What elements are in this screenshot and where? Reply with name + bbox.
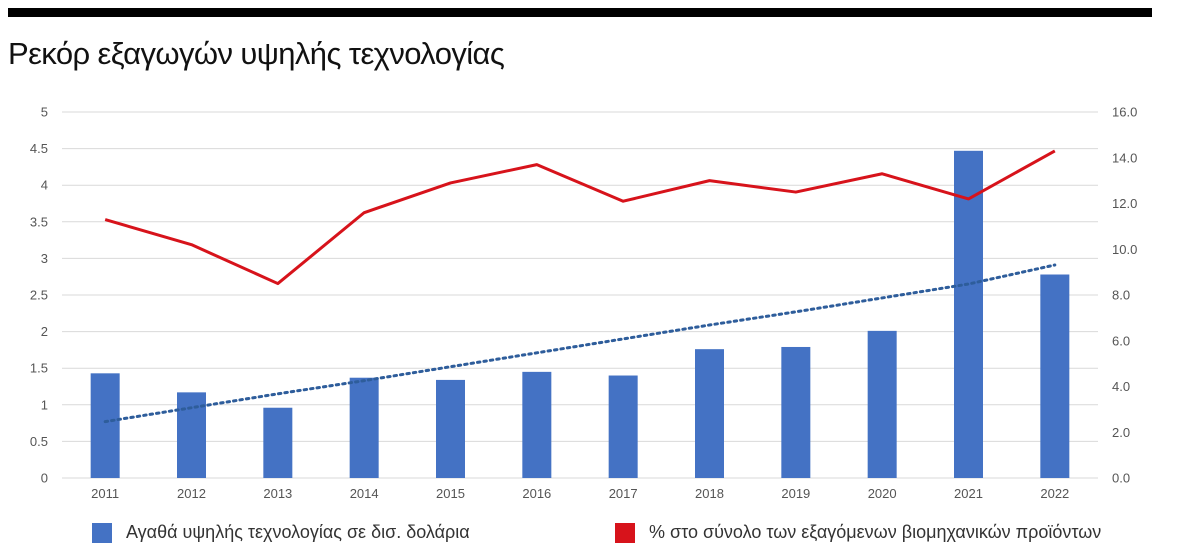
trendline-series bbox=[103, 263, 1057, 424]
y-right-tick-label: 16.0 bbox=[1112, 105, 1137, 120]
x-tick-label: 2012 bbox=[177, 486, 206, 501]
y-right-tick-label: 6.0 bbox=[1112, 333, 1130, 348]
y-left-tick-label: 0.5 bbox=[30, 434, 48, 449]
x-tick-label: 2020 bbox=[868, 486, 897, 501]
y-left-tick-label: 4.5 bbox=[30, 141, 48, 156]
y-left-tick-label: 2 bbox=[41, 324, 48, 339]
trendline bbox=[103, 263, 1057, 424]
y-left-tick-label: 5 bbox=[41, 105, 48, 120]
y-left-tick-label: 4 bbox=[41, 178, 48, 193]
y-right-tick-label: 12.0 bbox=[1112, 196, 1137, 211]
x-tick-label: 2017 bbox=[609, 486, 638, 501]
bar bbox=[867, 330, 897, 478]
bar bbox=[1040, 274, 1070, 478]
x-tick-label: 2016 bbox=[522, 486, 551, 501]
y-right-tick-label: 0.0 bbox=[1112, 471, 1130, 486]
x-tick-label: 2018 bbox=[695, 486, 724, 501]
x-tick-label: 2013 bbox=[263, 486, 292, 501]
top-rule bbox=[8, 8, 1152, 17]
bar bbox=[608, 375, 638, 478]
bar bbox=[781, 346, 811, 478]
x-tick-label: 2021 bbox=[954, 486, 983, 501]
bar bbox=[349, 377, 379, 478]
y-right-tick-label: 14.0 bbox=[1112, 150, 1137, 165]
legend-item-line: % στο σύνολο των εξαγόμενων βιομηχανικών… bbox=[615, 522, 1101, 543]
y-left-tick-label: 3 bbox=[41, 251, 48, 266]
legend-label-line: % στο σύνολο των εξαγόμενων βιομηχανικών… bbox=[649, 522, 1102, 542]
y-right-tick-label: 8.0 bbox=[1112, 288, 1130, 303]
legend-swatch-bars bbox=[92, 522, 112, 543]
chart-title: Ρεκόρ εξαγωγών υψηλής τεχνολογίας bbox=[8, 36, 505, 71]
series-line bbox=[104, 149, 1056, 286]
bar-series bbox=[90, 150, 1070, 478]
x-axis: 2011 2012 2013 2014 2015 2016 2017 2018 2019 2020… bbox=[91, 486, 1069, 501]
y-axis-left: 0 0.5 1 1.5 2 2.5 3 3.5 4 4.5 5 bbox=[30, 105, 48, 486]
bar bbox=[436, 379, 465, 478]
legend-swatch-line bbox=[615, 522, 635, 543]
legend-label-bars: Αγαθά υψηλής τεχνολογίας σε δισ. δολάρια bbox=[126, 522, 470, 542]
x-tick-label: 2019 bbox=[781, 486, 810, 501]
bar bbox=[695, 349, 724, 478]
y-left-tick-label: 1 bbox=[41, 397, 48, 412]
x-tick-label: 2022 bbox=[1040, 486, 1069, 501]
x-tick-label: 2015 bbox=[436, 486, 465, 501]
y-right-tick-label: 2.0 bbox=[1112, 425, 1130, 440]
legend-item-bars: Αγαθά υψηλής τεχνολογίας σε δισ. δολάρια bbox=[92, 522, 470, 543]
y-left-tick-label: 3.5 bbox=[30, 214, 48, 229]
y-left-tick-label: 2.5 bbox=[30, 288, 48, 303]
bar bbox=[954, 150, 983, 478]
bar bbox=[90, 373, 120, 478]
y-axis-right: 0.0 2.0 4.0 6.0 8.0 10.0 12.0 14.0 16.0 bbox=[1112, 105, 1137, 486]
y-right-tick-label: 10.0 bbox=[1112, 242, 1137, 257]
line-series bbox=[104, 149, 1056, 286]
bar bbox=[263, 407, 293, 478]
y-right-tick-label: 4.0 bbox=[1112, 379, 1130, 394]
y-left-tick-label: 0 bbox=[41, 471, 48, 486]
gridlines bbox=[62, 111, 1098, 479]
x-tick-label: 2011 bbox=[91, 486, 119, 501]
bar bbox=[522, 371, 552, 478]
y-left-tick-label: 1.5 bbox=[30, 361, 48, 376]
x-tick-label: 2014 bbox=[350, 486, 379, 501]
